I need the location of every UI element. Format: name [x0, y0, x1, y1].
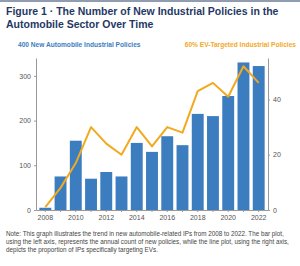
tick-mark [268, 99, 270, 100]
tick-mark [258, 210, 259, 212]
tick [243, 210, 244, 212]
plot-area [39, 62, 264, 210]
tick-label: 20 [273, 151, 281, 158]
bar [207, 116, 219, 210]
axis: 0 100 200 300 [19, 59, 36, 214]
bar-series [39, 62, 264, 210]
tick: 40 [268, 96, 281, 103]
tick-label: 2022 [251, 214, 267, 221]
tick-mark [121, 210, 122, 212]
tick: 2014 [129, 210, 145, 221]
text-line: using the left axis, represents the annu… [6, 238, 289, 246]
tick: 2020 [220, 210, 236, 221]
bar [146, 152, 158, 210]
tick-mark [91, 210, 92, 212]
tick-label: 2008 [38, 214, 54, 221]
tick-label: 2010 [68, 214, 84, 221]
tick: 300 [19, 73, 36, 80]
tick-mark [75, 210, 76, 212]
tick [152, 210, 153, 212]
bar [238, 62, 250, 210]
tick-mark [197, 210, 198, 212]
tick-mark [45, 210, 46, 212]
tick-label: 300 [19, 73, 31, 80]
tick: 200 [19, 117, 36, 124]
axis-line [268, 59, 269, 211]
axis-line [37, 210, 269, 211]
tick [212, 210, 213, 212]
tick-label: 200 [19, 117, 31, 124]
tick [121, 210, 122, 212]
tick: 2012 [98, 210, 114, 221]
note: Note: This graph illustrates the trend i… [6, 230, 289, 254]
chart: Figure 1 · The Number of New Industrial … [0, 0, 300, 266]
tick-mark [34, 165, 36, 166]
tick-mark [106, 210, 107, 212]
tick-mark [34, 210, 36, 211]
tick-mark [268, 155, 270, 156]
bar [161, 136, 173, 210]
tick-label: 40 [273, 96, 281, 103]
tick-mark [228, 210, 229, 212]
tick: 2016 [159, 210, 175, 221]
tick-label: 2018 [190, 214, 206, 221]
tick-label: 100 [19, 162, 31, 169]
tick-mark [268, 210, 270, 211]
bar [177, 145, 189, 210]
tick-mark [60, 210, 61, 212]
axis: 2008 2010 2012 2014 2016 2018 2020 2022 [37, 210, 269, 221]
tick [182, 210, 183, 212]
tick [60, 210, 61, 212]
text-line: Note: This graph illustrates the trend i… [6, 230, 284, 238]
tick: 2008 [38, 210, 54, 221]
tick: 2022 [251, 210, 267, 221]
tick-mark [243, 210, 244, 212]
tick-mark [152, 210, 153, 212]
series-label: 60% EV-Targeted Industrial Policies [185, 41, 297, 49]
bar [85, 179, 97, 210]
tick-label: 0 [273, 207, 277, 214]
tick-mark [34, 121, 36, 122]
tick-label: 2020 [220, 214, 236, 221]
tick: 20 [268, 151, 281, 158]
tick: 100 [19, 162, 36, 169]
axis-line [36, 59, 37, 211]
text-line: Automobile Sector Over Time [6, 18, 154, 30]
text-line: Figure 1 · The Number of New Industrial … [6, 5, 279, 17]
tick-mark [34, 76, 36, 77]
line [45, 66, 258, 207]
text-line: depicts the proportion of IPs specifical… [6, 246, 158, 254]
series-label: 400 New Automobile Industrial Policies [18, 41, 141, 48]
tick: 0 [268, 207, 277, 214]
tick-mark [167, 210, 168, 212]
tick: 2010 [68, 210, 84, 221]
bar [253, 66, 265, 210]
tick-label: 2012 [98, 214, 114, 221]
tick-label: 2016 [159, 214, 175, 221]
tick-mark [182, 210, 183, 212]
tick-mark [136, 210, 137, 212]
tick-mark [212, 210, 213, 212]
bar [131, 143, 143, 210]
bar [116, 176, 128, 210]
bar [100, 172, 112, 210]
tick: 0 [27, 207, 36, 214]
bar [39, 208, 51, 210]
bar [222, 96, 234, 210]
tick-label: 2014 [129, 214, 145, 221]
tick-label: 0 [27, 207, 31, 214]
header-rule [0, 1, 300, 2]
tick [91, 210, 92, 212]
axis: 0 20 40 [268, 59, 281, 214]
bar [192, 114, 204, 210]
title: Figure 1 · The Number of New Industrial … [6, 5, 279, 30]
tick: 2018 [190, 210, 206, 221]
